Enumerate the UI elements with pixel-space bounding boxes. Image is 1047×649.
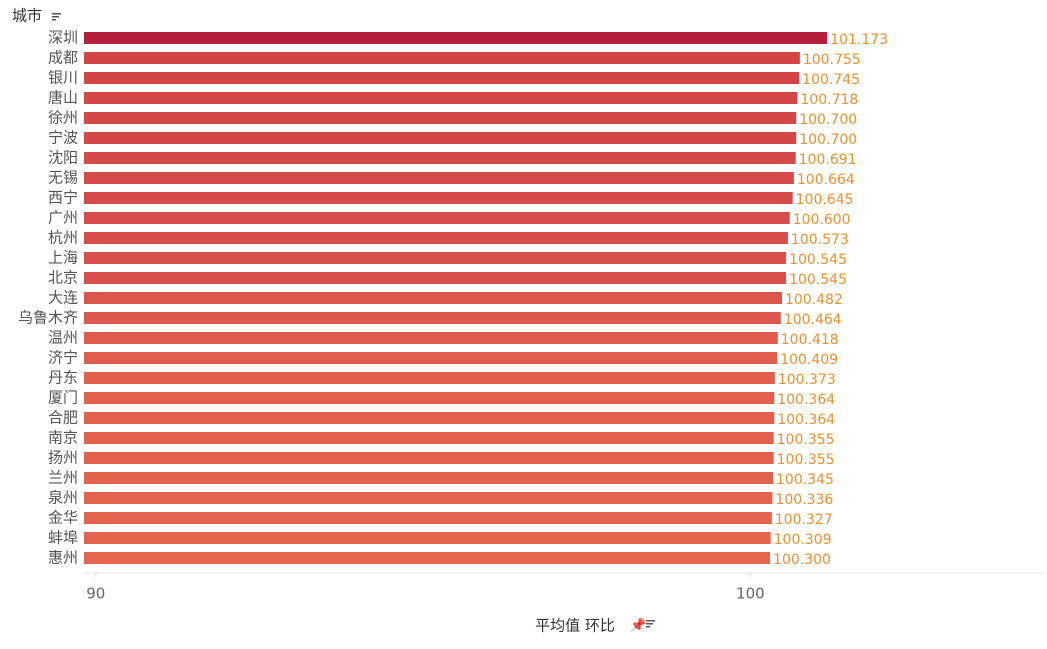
value-label: 100.573 <box>791 232 849 248</box>
bar <box>84 392 775 404</box>
bar <box>84 52 800 64</box>
bar <box>84 212 790 224</box>
y-tick-label: 大连 <box>48 289 78 307</box>
bar <box>84 32 828 44</box>
value-label: 100.545 <box>789 252 847 268</box>
y-tick-label: 深圳 <box>48 29 78 47</box>
y-tick-label: 金华 <box>48 509 78 527</box>
bar <box>84 132 797 144</box>
value-label: 100.364 <box>777 412 835 428</box>
value-label: 100.309 <box>774 532 832 548</box>
bar <box>84 372 775 384</box>
value-label: 100.664 <box>797 172 855 188</box>
value-label: 100.364 <box>777 392 835 408</box>
value-label: 100.645 <box>796 192 854 208</box>
value-label: 100.755 <box>803 52 861 68</box>
y-tick-label: 济宁 <box>48 349 78 367</box>
bar <box>84 472 774 484</box>
y-tick-label: 蚌埠 <box>48 529 78 547</box>
y-tick-label: 银川 <box>48 69 78 87</box>
bar <box>84 412 775 424</box>
value-label: 100.700 <box>799 112 857 128</box>
pin-icon[interactable]: 📌 <box>630 617 646 634</box>
y-tick-label: 南京 <box>48 429 78 447</box>
bar <box>84 452 774 464</box>
y-tick-label: 徐州 <box>48 109 78 127</box>
bar <box>84 252 787 264</box>
bar <box>84 552 771 564</box>
value-label: 100.691 <box>799 152 857 168</box>
bar <box>84 232 788 244</box>
y-tick-label: 北京 <box>48 269 78 287</box>
value-label: 100.718 <box>800 92 858 108</box>
value-label: 100.418 <box>781 332 839 348</box>
bar <box>84 172 794 184</box>
bar <box>84 352 778 364</box>
y-tick-label: 上海 <box>48 249 78 267</box>
value-label: 100.545 <box>789 272 847 288</box>
value-label: 100.345 <box>776 472 834 488</box>
bar <box>84 92 798 104</box>
y-tick-label: 丹东 <box>48 369 78 387</box>
x-tick-label: 100 <box>736 585 765 603</box>
value-label: 100.482 <box>785 292 843 308</box>
value-label: 100.355 <box>777 452 835 468</box>
y-tick-label: 温州 <box>48 329 78 347</box>
bar <box>84 532 771 544</box>
sort-icon[interactable] <box>646 620 655 628</box>
y-tick-label: 宁波 <box>48 129 78 147</box>
bar <box>84 112 797 124</box>
y-tick-label: 厦门 <box>48 389 78 407</box>
bar <box>84 312 781 324</box>
bar <box>84 332 778 344</box>
y-tick-label: 杭州 <box>48 229 78 247</box>
y-tick-label: 成都 <box>48 49 78 67</box>
value-label: 100.327 <box>775 512 833 528</box>
y-tick-label: 唐山 <box>48 89 78 107</box>
value-label: 100.745 <box>802 72 860 88</box>
value-label: 100.373 <box>778 372 836 388</box>
y-tick-label: 合肥 <box>48 409 78 427</box>
bar <box>84 512 772 524</box>
value-label: 100.300 <box>773 552 831 568</box>
y-tick-label: 惠州 <box>48 549 78 567</box>
value-label: 100.464 <box>784 312 842 328</box>
value-label: 100.700 <box>799 132 857 148</box>
bar <box>84 72 800 84</box>
value-label: 100.600 <box>793 212 851 228</box>
y-tick-label: 广州 <box>48 209 78 227</box>
y-tick-label: 泉州 <box>48 489 78 507</box>
y-tick-label: 兰州 <box>48 469 78 487</box>
x-tick-label: 90 <box>86 585 105 603</box>
y-tick-label: 扬州 <box>48 449 78 467</box>
y-tick-label: 无锡 <box>48 169 78 187</box>
value-label: 100.336 <box>775 492 833 508</box>
y-tick-label: 沈阳 <box>48 149 78 167</box>
bar <box>84 432 774 444</box>
y-tick-label: 西宁 <box>48 189 78 207</box>
bar <box>84 272 787 284</box>
x-title: 平均值 环比 <box>535 617 615 635</box>
value-label: 101.173 <box>830 32 888 48</box>
bar <box>84 152 796 164</box>
y-header: 城市 <box>12 7 42 25</box>
value-label: 100.355 <box>777 432 835 448</box>
bar <box>84 192 793 204</box>
bar <box>84 292 782 304</box>
value-label: 100.409 <box>780 352 838 368</box>
y-tick-label: 乌鲁木齐 <box>18 309 78 327</box>
bar <box>84 492 773 504</box>
sort-icon[interactable] <box>52 13 61 21</box>
